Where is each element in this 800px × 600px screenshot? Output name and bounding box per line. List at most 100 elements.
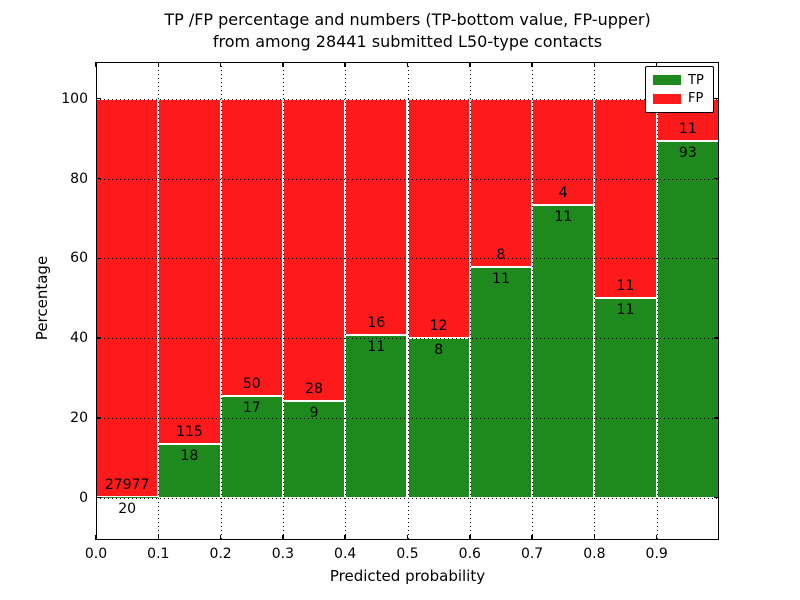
x-tick-mark bbox=[95, 535, 97, 540]
vertical-gridline bbox=[282, 62, 284, 540]
y-tick-mark bbox=[714, 97, 719, 100]
bar-segment-fp bbox=[158, 98, 221, 444]
bar-count-label-tp: 11 bbox=[554, 209, 573, 226]
fp-swatch-icon bbox=[653, 93, 681, 104]
tp-swatch-icon bbox=[653, 75, 681, 86]
bar-segment-tp bbox=[532, 205, 595, 498]
x-axis-label: Predicted probability bbox=[329, 567, 486, 585]
legend-item-fp: FP bbox=[653, 91, 706, 106]
bar-count-label-fp: 8 bbox=[496, 246, 506, 263]
y-tick-label: 20 bbox=[70, 409, 88, 426]
vertical-gridline bbox=[532, 62, 534, 540]
x-tick-mark bbox=[469, 535, 471, 540]
bar-segment-fp bbox=[594, 98, 657, 299]
bar-count-label-fp: 11 bbox=[616, 278, 635, 295]
y-tick-mark bbox=[96, 177, 101, 180]
bar-count-label-fp: 115 bbox=[176, 423, 203, 440]
chart-title-line-2: from among 28441 submitted L50-type cont… bbox=[212, 32, 603, 51]
x-tick-mark bbox=[219, 62, 222, 67]
x-tick-label: 0.3 bbox=[271, 546, 295, 562]
y-tick-mark bbox=[714, 417, 719, 419]
x-tick-mark bbox=[593, 62, 596, 67]
bar-count-label-tp: 17 bbox=[242, 400, 261, 417]
y-tick-mark bbox=[714, 257, 719, 260]
vertical-gridline bbox=[407, 62, 409, 540]
vertical-gridline bbox=[594, 62, 596, 540]
x-tick-mark bbox=[469, 62, 471, 67]
bar-count-label-fp: 27977 bbox=[104, 477, 150, 494]
bar-count-label-fp: 12 bbox=[429, 318, 448, 335]
bar-count-label-tp: 11 bbox=[367, 339, 386, 356]
bar-count-label-tp: 18 bbox=[180, 447, 199, 464]
y-tick-label: 0 bbox=[79, 489, 88, 506]
bar-count-label-tp: 93 bbox=[678, 144, 697, 161]
bar-segment-tp bbox=[656, 140, 719, 498]
y-tick-mark bbox=[96, 496, 101, 499]
legend-label-fp: FP bbox=[688, 91, 704, 107]
bar-count-label-tp: 11 bbox=[616, 302, 635, 319]
x-tick-mark bbox=[282, 535, 284, 540]
x-tick-mark bbox=[531, 535, 533, 540]
bar-count-label-fp: 4 bbox=[558, 185, 568, 202]
vertical-gridline bbox=[158, 62, 160, 540]
bar-count-label-tp: 9 bbox=[309, 404, 319, 421]
y-tick-mark bbox=[714, 337, 719, 339]
bar-segment-fp bbox=[96, 98, 159, 498]
x-tick-label: 0.4 bbox=[334, 546, 357, 562]
bar-segment-tp bbox=[594, 298, 657, 498]
bar-segment-fp bbox=[345, 98, 408, 336]
x-tick-mark bbox=[282, 62, 284, 67]
bar-segment-fp bbox=[469, 98, 533, 267]
bar-count-label-fp: 50 bbox=[242, 376, 261, 393]
y-tick-label: 60 bbox=[70, 250, 88, 267]
x-tick-label: 0.1 bbox=[147, 546, 170, 562]
x-tick-label: 0.9 bbox=[645, 546, 668, 562]
bar-segment-tp bbox=[282, 400, 346, 498]
legend-label-tp: TP bbox=[688, 72, 704, 88]
x-tick-mark bbox=[157, 62, 160, 67]
y-tick-label: 40 bbox=[70, 330, 88, 347]
bar-segment-tp bbox=[407, 338, 470, 498]
bar-count-label-tp: 20 bbox=[118, 501, 137, 518]
chart-title: TP /FP percentage and numbers (TP-bottom… bbox=[96, 9, 719, 53]
x-tick-mark bbox=[406, 62, 409, 67]
bar-count-label-tp: 11 bbox=[492, 270, 510, 287]
x-tick-label: 0.8 bbox=[583, 546, 606, 562]
y-tick-mark bbox=[96, 337, 101, 339]
vertical-gridline bbox=[345, 62, 347, 540]
x-tick-mark bbox=[593, 535, 596, 540]
x-tick-mark bbox=[655, 535, 658, 540]
bar-segment-fp bbox=[407, 98, 470, 339]
x-tick-mark bbox=[531, 62, 533, 67]
bar-segment-tp bbox=[158, 443, 221, 498]
bar-segment-tp bbox=[345, 335, 408, 498]
bar-count-label-fp: 16 bbox=[367, 315, 386, 332]
bar-count-label-tp: 8 bbox=[434, 342, 444, 359]
chart-title-line-1: TP /FP percentage and numbers (TP-bottom… bbox=[164, 10, 651, 29]
bar-count-label-fp: 11 bbox=[678, 120, 697, 137]
x-tick-label: 0.0 bbox=[84, 546, 108, 562]
x-tick-mark bbox=[157, 535, 160, 540]
x-tick-mark bbox=[655, 62, 658, 67]
x-tick-label: 0.2 bbox=[209, 546, 232, 562]
y-tick-mark bbox=[714, 496, 719, 499]
y-axis-label: Percentage bbox=[33, 255, 51, 341]
x-tick-label: 0.7 bbox=[520, 546, 544, 562]
x-tick-label: 0.5 bbox=[396, 546, 419, 562]
vertical-gridline bbox=[220, 62, 222, 540]
plot-area: 27977 20 115 18 50 17 28 9 16 11 12 8 8 11 4 11 11 11 11 93 bbox=[95, 62, 719, 540]
x-tick-label: 0.6 bbox=[458, 546, 481, 562]
x-tick-mark bbox=[406, 535, 409, 540]
x-tick-mark bbox=[344, 535, 346, 540]
x-tick-mark bbox=[344, 62, 346, 67]
x-tick-mark bbox=[219, 535, 222, 540]
y-tick-mark bbox=[96, 257, 101, 260]
y-tick-mark bbox=[96, 97, 101, 100]
vertical-gridline bbox=[469, 62, 471, 540]
y-tick-mark bbox=[96, 417, 101, 419]
legend: TP FP bbox=[645, 66, 714, 113]
y-tick-label: 100 bbox=[61, 90, 88, 107]
bar-segment-fp bbox=[220, 98, 283, 397]
x-tick-mark bbox=[95, 62, 97, 67]
